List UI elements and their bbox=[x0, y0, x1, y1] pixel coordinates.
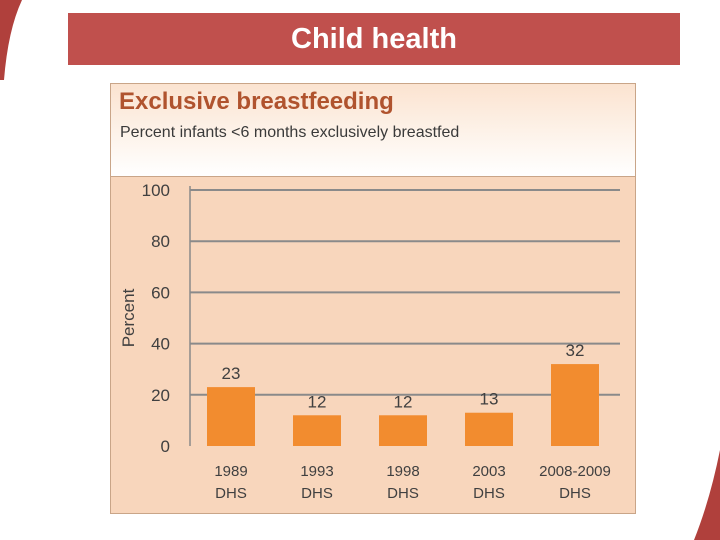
x-tick-label: DHS bbox=[473, 485, 505, 502]
gridlines bbox=[189, 186, 620, 446]
slide-title-bar: Child health bbox=[68, 13, 680, 65]
data-label: 13 bbox=[480, 390, 499, 409]
y-tick-label: 40 bbox=[151, 335, 170, 354]
x-tick-label: 1998 bbox=[386, 463, 419, 480]
bar bbox=[379, 415, 427, 446]
x-tick-label: DHS bbox=[215, 485, 247, 502]
y-tick-label: 80 bbox=[151, 232, 170, 251]
y-axis-ticks: 0 20 40 60 80 100 bbox=[142, 181, 170, 456]
data-label: 32 bbox=[566, 341, 585, 360]
slide-title: Child health bbox=[291, 22, 457, 55]
bar bbox=[551, 364, 599, 446]
y-axis-label: Percent bbox=[119, 288, 138, 347]
chart-header: Exclusive breastfeeding Percent infants … bbox=[111, 84, 635, 177]
bar bbox=[465, 412, 513, 446]
chart-panel: Exclusive breastfeeding Percent infants … bbox=[110, 83, 636, 514]
chart-title: Exclusive breastfeeding bbox=[119, 88, 394, 115]
corner-decoration-top-left bbox=[0, 0, 22, 80]
y-tick-label: 20 bbox=[151, 386, 170, 405]
x-tick-label: DHS bbox=[559, 485, 591, 502]
y-tick-label: 100 bbox=[142, 181, 170, 200]
data-label: 12 bbox=[308, 392, 327, 411]
data-label: 23 bbox=[222, 364, 241, 383]
x-tick-label: DHS bbox=[387, 485, 419, 502]
data-label: 12 bbox=[394, 392, 413, 411]
corner-decoration-bottom-right bbox=[694, 450, 720, 540]
data-labels: 23 12 12 13 32 bbox=[222, 341, 585, 411]
bars bbox=[207, 364, 599, 446]
x-tick-label: 2003 bbox=[472, 463, 505, 480]
x-tick-label: 1989 bbox=[214, 463, 247, 480]
x-tick-label: 2008-2009 bbox=[539, 463, 611, 480]
x-axis-categories: 1989 DHS 1993 DHS 1998 DHS 2003 DHS 2008-2009 DHS bbox=[214, 463, 611, 502]
x-tick-label: 1993 bbox=[300, 463, 333, 480]
bar bbox=[207, 387, 255, 446]
chart-subtitle: Percent infants <6 months exclusively br… bbox=[120, 124, 460, 141]
y-tick-label: 60 bbox=[151, 283, 170, 302]
x-tick-label: DHS bbox=[301, 485, 333, 502]
bar bbox=[293, 415, 341, 446]
y-tick-label: 0 bbox=[161, 437, 170, 456]
